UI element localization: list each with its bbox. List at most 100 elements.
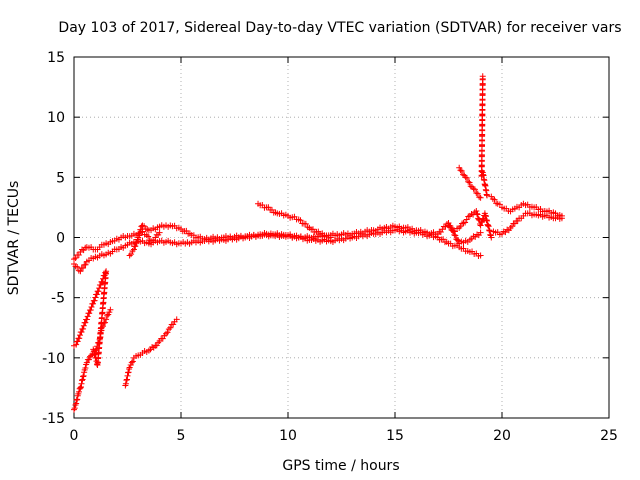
data-point xyxy=(76,332,83,339)
data-point xyxy=(302,220,309,227)
data-point xyxy=(486,227,493,234)
data-point xyxy=(93,358,100,365)
data-point xyxy=(476,194,483,201)
data-point xyxy=(75,388,82,395)
data-point xyxy=(139,228,146,235)
series-afternoon-arc xyxy=(255,200,334,241)
data-point xyxy=(78,380,85,387)
data-point xyxy=(473,210,480,217)
data-point xyxy=(128,251,135,258)
data-points xyxy=(71,73,565,413)
data-point xyxy=(88,303,95,310)
data-point xyxy=(90,346,97,353)
data-point xyxy=(470,185,477,192)
data-point xyxy=(80,373,87,380)
data-point xyxy=(78,329,85,336)
data-point xyxy=(107,306,114,313)
data-point xyxy=(94,361,101,368)
data-point xyxy=(467,183,474,190)
y-tick-label: 0 xyxy=(56,231,65,247)
data-point xyxy=(82,261,89,268)
data-point xyxy=(457,167,464,174)
data-point xyxy=(511,220,518,227)
series-neg-rise-2 xyxy=(122,316,180,389)
series-bump-arc xyxy=(126,228,163,259)
data-point xyxy=(125,369,132,376)
data-point xyxy=(91,351,98,358)
data-point xyxy=(129,247,136,254)
y-tick-label: -5 xyxy=(51,291,65,307)
x-axis-label: GPS time / hours xyxy=(282,458,399,474)
data-point xyxy=(482,212,489,219)
data-point xyxy=(75,251,82,258)
series-early-isolated xyxy=(71,268,110,369)
data-point xyxy=(83,316,90,323)
data-point xyxy=(72,401,79,408)
data-point xyxy=(92,294,99,301)
data-point xyxy=(80,372,87,379)
x-tick-label: 20 xyxy=(493,428,511,444)
data-point xyxy=(471,186,478,193)
data-point xyxy=(455,237,462,244)
data-point xyxy=(71,405,78,412)
data-point xyxy=(491,196,498,203)
series-end-band-lower xyxy=(490,210,565,238)
data-point xyxy=(123,376,130,383)
data-point xyxy=(474,211,481,218)
data-point xyxy=(477,222,484,229)
series-end-band xyxy=(488,193,565,219)
data-point xyxy=(93,291,100,298)
data-point xyxy=(133,239,140,246)
data-point xyxy=(132,243,139,250)
data-point xyxy=(165,326,172,333)
data-point xyxy=(477,229,484,236)
data-point xyxy=(123,377,130,384)
data-point xyxy=(74,263,81,270)
data-point xyxy=(122,380,129,387)
data-point xyxy=(79,264,86,271)
series-main-upper-band xyxy=(71,220,484,263)
data-point xyxy=(463,216,470,223)
data-point xyxy=(297,217,304,224)
data-point xyxy=(473,189,480,196)
data-point xyxy=(479,219,486,226)
data-point xyxy=(457,223,464,230)
data-point xyxy=(143,232,150,239)
data-point xyxy=(462,219,469,226)
data-point xyxy=(152,234,159,241)
chart-title: Day 103 of 2017, Sidereal Day-to-day VTE… xyxy=(58,20,621,36)
data-point xyxy=(558,215,565,222)
data-point xyxy=(83,359,90,366)
data-point xyxy=(451,228,458,235)
data-point xyxy=(136,232,143,239)
y-tick-label: 5 xyxy=(56,170,65,186)
data-point xyxy=(170,321,177,328)
data-point xyxy=(153,342,160,349)
data-point xyxy=(145,233,152,240)
data-point xyxy=(488,234,495,241)
data-point xyxy=(82,319,89,326)
data-point xyxy=(79,376,86,383)
data-point xyxy=(130,246,137,253)
data-point xyxy=(496,201,503,208)
data-point xyxy=(486,227,493,234)
data-point xyxy=(86,310,93,317)
data-point xyxy=(73,396,80,403)
data-point xyxy=(77,268,84,275)
data-point xyxy=(87,307,94,314)
data-point xyxy=(473,208,480,215)
data-point xyxy=(159,335,166,342)
data-point xyxy=(91,297,98,304)
data-point xyxy=(173,316,180,323)
y-tick-label: 10 xyxy=(47,110,65,126)
data-point xyxy=(141,223,148,230)
data-point xyxy=(77,384,84,391)
x-tick-label: 25 xyxy=(600,428,618,444)
data-point xyxy=(129,358,136,365)
x-tick-label: 15 xyxy=(386,428,404,444)
data-point xyxy=(156,229,163,236)
data-point xyxy=(73,400,80,407)
x-tick-label: 10 xyxy=(279,428,297,444)
data-point xyxy=(79,377,86,384)
series-neg-rise-1 xyxy=(71,306,114,413)
